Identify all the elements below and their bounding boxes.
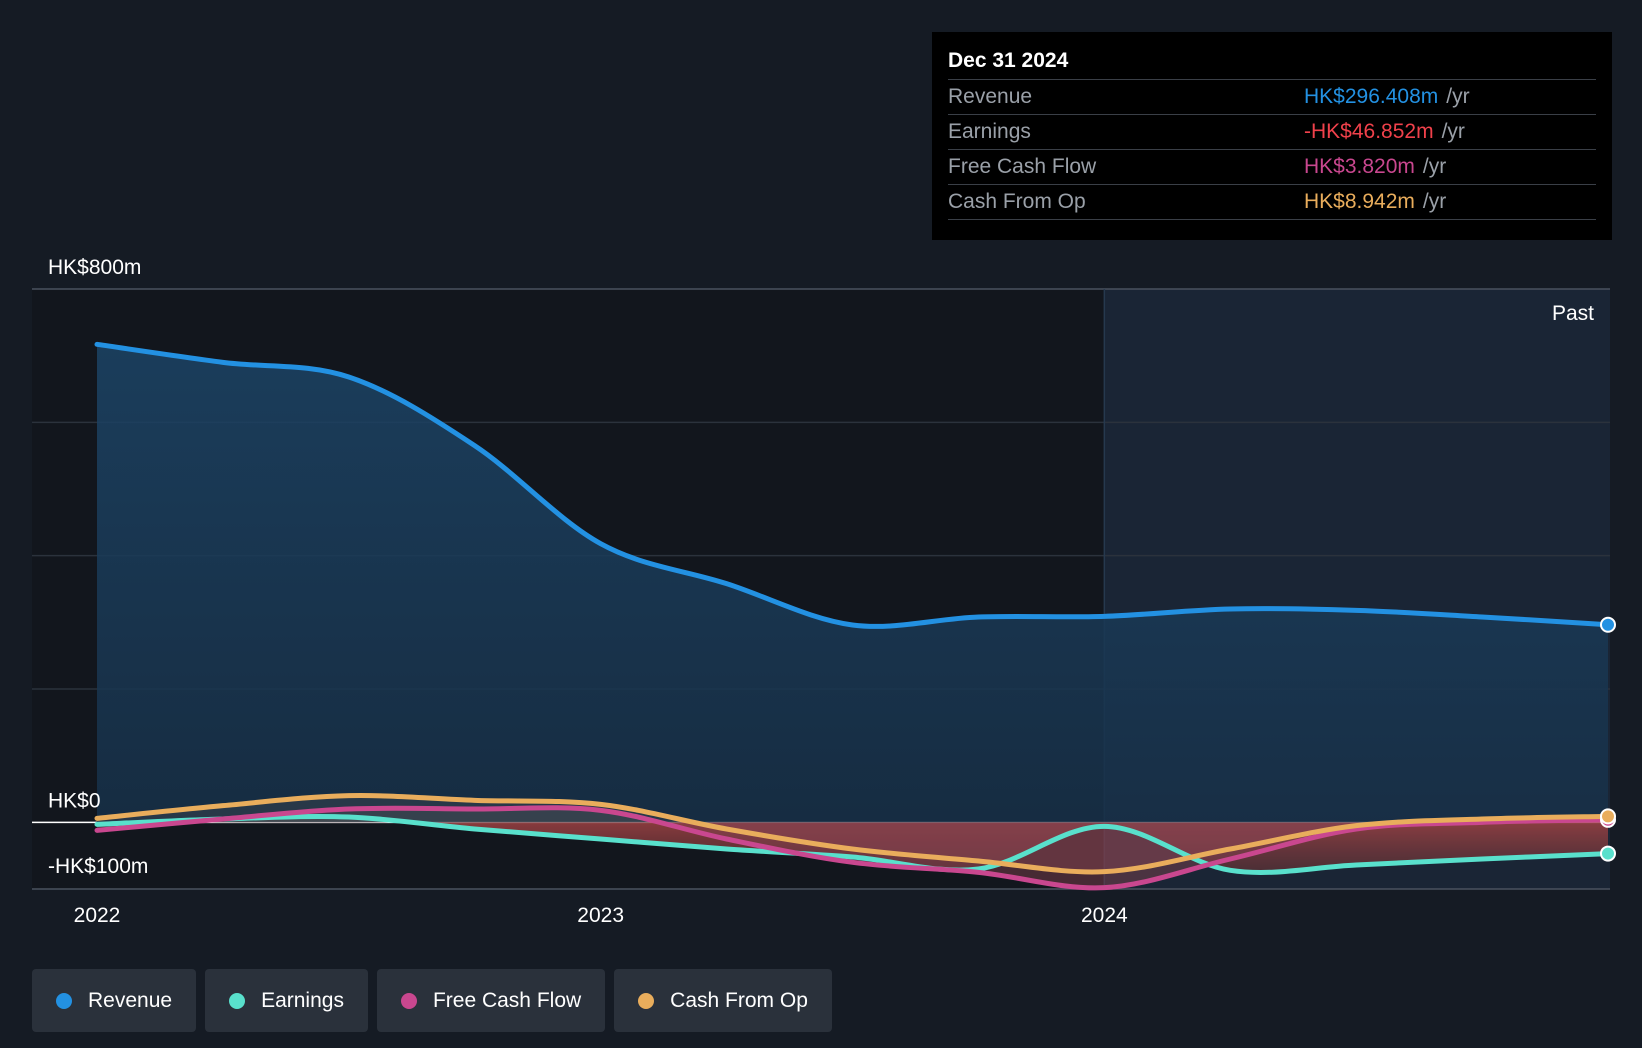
legend-dot-icon xyxy=(400,992,417,1009)
tooltip: Dec 31 2024 Revenue HK$296.408m /yr Earn… xyxy=(932,32,1612,240)
tooltip-value: HK$3.820m xyxy=(1304,155,1415,178)
end-marker-cash-from-op xyxy=(1600,808,1616,825)
tooltip-unit: /yr xyxy=(1441,120,1465,143)
legend-label: Free Cash Flow xyxy=(432,988,582,1012)
line-revenue xyxy=(94,341,1611,629)
y-tick-label: -HK$100m xyxy=(48,855,148,878)
tooltip-value: HK$296.408m xyxy=(1304,85,1439,108)
legend-label: Cash From Op xyxy=(670,988,808,1012)
legend-dot-icon xyxy=(56,992,72,1009)
tooltip-row-cash-from-op: Cash From Op HK$8.942m /yr xyxy=(948,184,1596,220)
tooltip-row-revenue: Revenue HK$296.408m /yr xyxy=(948,79,1596,114)
series-lines xyxy=(94,341,1611,891)
area-free-cash-flow xyxy=(97,822,1483,888)
tooltip-date: Dec 31 2024 xyxy=(948,49,1069,72)
x-tick-label: 2023 xyxy=(577,904,624,927)
x-axis-labels: 2022 2023 2024 xyxy=(74,904,1128,927)
tooltip-unit: /yr xyxy=(1422,155,1447,178)
x-tick-label: 2022 xyxy=(74,904,121,927)
tooltip-label: Cash From Op xyxy=(948,190,1086,213)
legend-label: Earnings xyxy=(261,988,344,1012)
legend-item-free-cash-flow[interactable]: Free Cash Flow xyxy=(376,969,606,1032)
tooltip-value: -HK$46.852m xyxy=(1304,120,1434,143)
legend-label: Revenue xyxy=(88,988,173,1012)
area-pos-cash-from-op xyxy=(97,795,1608,872)
area-revenue xyxy=(97,344,1608,823)
line-chart: HK$800m HK$0 -HK$100m 2022 2023 2024 Past xyxy=(32,256,1616,927)
legend: Revenue Earnings Free Cash Flow Cash Fro… xyxy=(32,969,832,1032)
line-earnings xyxy=(94,813,1611,875)
past-label: Past xyxy=(1552,302,1594,325)
tooltip-label: Revenue xyxy=(948,85,1033,108)
tooltip-row-earnings: Earnings -HK$46.852m /yr xyxy=(948,114,1596,149)
end-marker-revenue xyxy=(1600,616,1616,633)
legend-dot-icon xyxy=(638,992,655,1009)
tooltip-row-free-cash-flow: Free Cash Flow HK$3.820m /yr xyxy=(948,149,1596,184)
line-cash-from-op xyxy=(94,793,1611,875)
legend-item-cash-from-op[interactable]: Cash From Op xyxy=(614,969,832,1032)
end-marker-earnings xyxy=(1600,845,1616,862)
x-tick-label: 2024 xyxy=(1081,904,1128,927)
series-areas xyxy=(97,344,1608,888)
line-free-cash-flow xyxy=(94,805,1611,891)
y-axis-labels: HK$800m HK$0 -HK$100m xyxy=(48,256,148,878)
legend-item-revenue[interactable]: Revenue xyxy=(32,969,197,1032)
tooltip-unit: /yr xyxy=(1422,190,1447,213)
tooltip-label: Earnings xyxy=(948,120,1031,143)
tooltip-value: HK$8.942m xyxy=(1304,190,1415,213)
series-end-markers xyxy=(1600,616,1616,862)
legend-item-earnings[interactable]: Earnings xyxy=(205,969,368,1032)
y-tick-label: HK$0 xyxy=(48,789,101,812)
y-tick-label: HK$800m xyxy=(48,256,141,279)
legend-dot-icon xyxy=(229,992,246,1009)
tooltip-label: Free Cash Flow xyxy=(948,155,1097,178)
tooltip-unit: /yr xyxy=(1446,85,1470,108)
